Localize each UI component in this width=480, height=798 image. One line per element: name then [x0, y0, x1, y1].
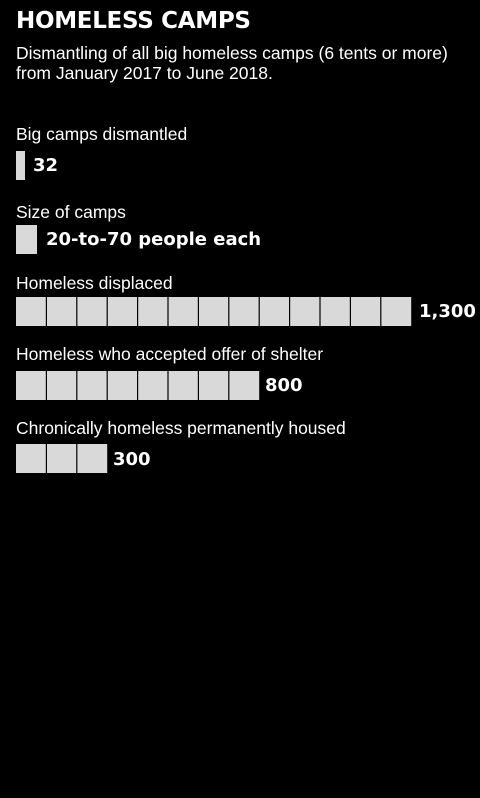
bar-mark-permanently-housed	[16, 444, 108, 473]
bar-homeless-displaced	[16, 297, 412, 326]
bar-mark-big-camps	[16, 151, 25, 180]
value-label-accepted-shelter: 800	[265, 375, 303, 396]
value-label-size-of-camps: 20-to-70 people each	[46, 229, 262, 250]
category-label-permanently-housed: Chronically homeless permanently housed	[16, 418, 346, 438]
value-label-big-camps: 32	[33, 155, 59, 176]
bar-accepted-shelter	[16, 371, 260, 400]
bar-mark-homeless-displaced	[16, 297, 412, 326]
category-label-big-camps: Big camps dismantled	[16, 124, 188, 144]
bar-permanently-housed	[16, 444, 108, 473]
bar-mark-size-of-camps	[16, 225, 37, 254]
value-label-permanently-housed: 300	[113, 449, 151, 470]
bar-big-camps	[16, 151, 25, 180]
bar-size-of-camps	[16, 225, 37, 254]
chart-subtitle: Dismantling of all big homeless camps (6…	[16, 43, 448, 83]
category-label-homeless-displaced: Homeless displaced	[16, 273, 173, 293]
category-label-size-of-camps: Size of camps	[16, 202, 126, 222]
chart-title: HOMELESS CAMPS	[16, 8, 251, 34]
category-label-accepted-shelter: Homeless who accepted offer of shelter	[16, 344, 324, 364]
value-label-homeless-displaced: 1,300	[419, 301, 476, 322]
